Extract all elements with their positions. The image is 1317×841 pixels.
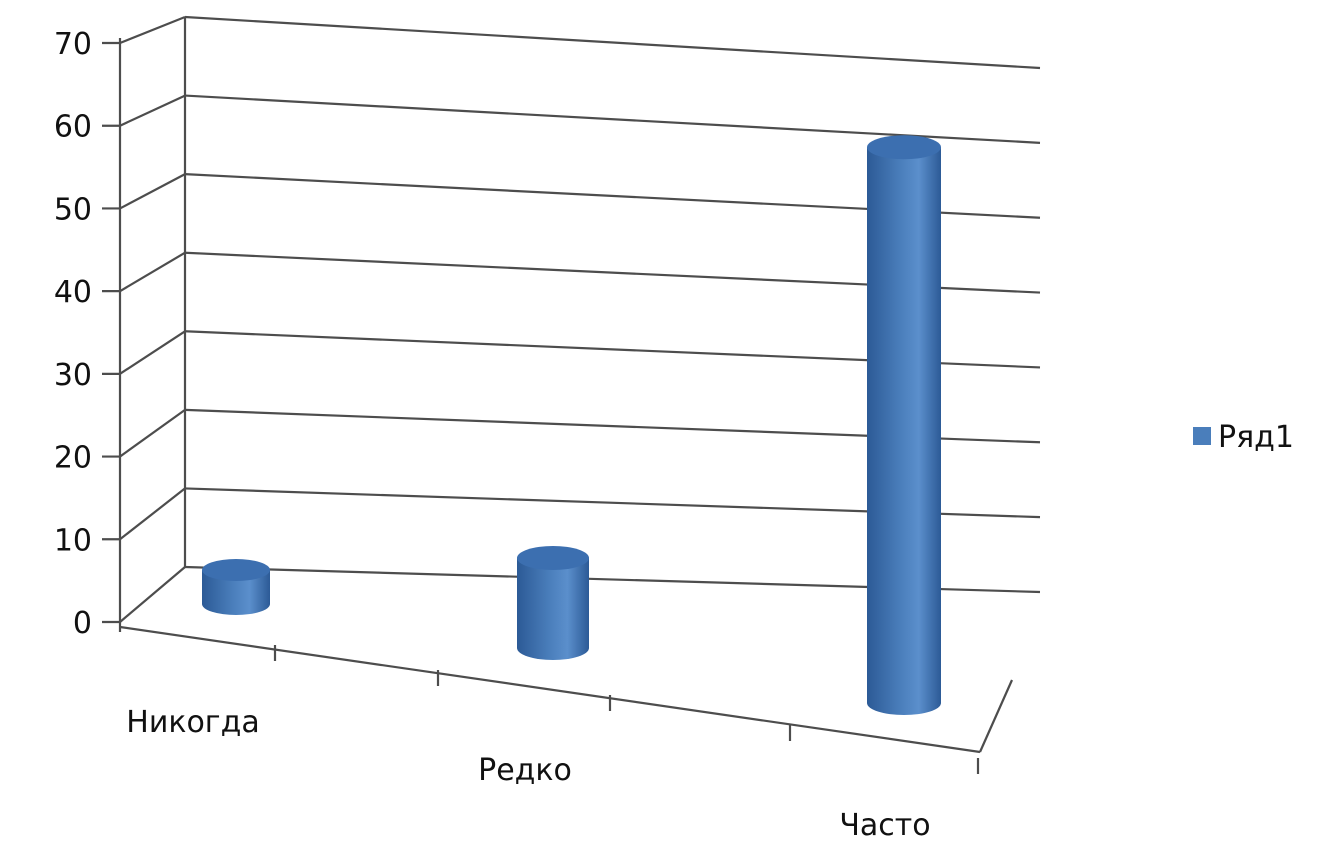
axes <box>102 17 1014 774</box>
y-tick-label: 0 <box>73 606 92 641</box>
gridline-side <box>119 408 186 458</box>
bar-1 <box>202 559 270 615</box>
gridline-side <box>119 330 186 375</box>
bar-body <box>867 147 941 715</box>
bar-3 <box>867 135 941 715</box>
x-category-label: Никогда <box>126 705 259 740</box>
legend-swatch <box>1193 427 1211 445</box>
gridline-back <box>184 15 1041 70</box>
y-tick-label: 20 <box>54 441 92 476</box>
y-tick-label: 70 <box>54 27 92 62</box>
y-tick-label: 30 <box>54 358 92 393</box>
y-axis-ticks: 0 10 20 30 40 50 60 70 <box>54 27 92 641</box>
gridline-side <box>119 487 186 541</box>
gridline-back <box>184 94 1041 144</box>
x-category-label: Редко <box>478 753 572 788</box>
bar-top <box>202 559 270 581</box>
legend: Ряд1 <box>1193 420 1294 455</box>
x-axis-categories: Никогда Редко Часто <box>126 705 930 841</box>
y-tick-label: 10 <box>54 523 92 558</box>
y-tick-label: 60 <box>54 110 92 145</box>
gridline-side <box>119 251 186 293</box>
y-tick-label: 50 <box>54 192 92 227</box>
bar-body <box>517 558 589 660</box>
gridline-side <box>119 173 186 210</box>
gridlines <box>119 15 1041 594</box>
y-tick-label: 40 <box>54 275 92 310</box>
bar-2 <box>517 546 589 660</box>
bar-body <box>202 570 270 615</box>
bar-top <box>867 135 941 160</box>
legend-label: Ряд1 <box>1218 420 1294 455</box>
floor-right-edge <box>978 679 1014 753</box>
floor-side-edge <box>119 566 186 623</box>
gridline-side <box>119 15 186 45</box>
x-category-label: Часто <box>839 808 930 841</box>
x-axis-line <box>119 625 981 754</box>
bars <box>202 135 941 715</box>
bar-top <box>517 546 589 570</box>
gridline-side <box>119 94 186 127</box>
